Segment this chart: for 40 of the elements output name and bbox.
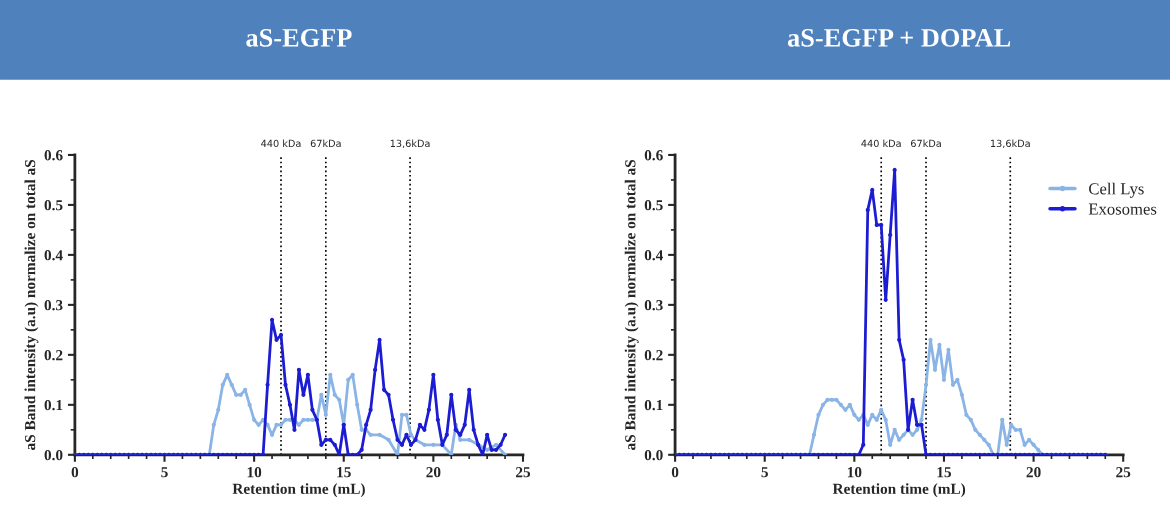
x-tick-label: 0 [671,467,679,478]
y-tick-label: 0.1 [44,399,63,411]
x-tick-label: 5 [161,467,168,478]
legend-label: Exosomes [1088,203,1157,215]
y-tick-label: 0.6 [44,150,63,161]
x-tick-label: 20 [426,467,441,478]
x-tick-label: 25 [1116,467,1131,478]
y-axis-title: aS Band intensity (a.u) normalize on total aS [24,159,39,450]
y-tick-label: 0.4 [44,250,63,261]
y-tick-label: 0.4 [644,250,663,261]
ref-line-label: 13,6kDa [990,139,1030,149]
x-tick-label: 15 [337,467,351,478]
chart-title: aS-EGFP [246,28,352,47]
x-tick-label: 10 [247,467,262,478]
y-tick-label: 0.5 [44,200,63,211]
ref-line-label: 440 kDa [861,139,901,148]
x-axis-title: Retention time (mL) [232,483,365,498]
y-tick-label: 0.0 [644,449,663,461]
y-axis-title: aS Band intensity (a.u) normalize on total aS [624,159,639,450]
y-tick-label: 0.3 [44,300,63,311]
x-tick-label: 15 [937,467,952,478]
ref-line-label: 67kDa [910,139,941,148]
x-tick-label: 20 [1026,467,1041,478]
ref-line-label: 13,6kDa [390,139,430,149]
y-tick-label: 0.2 [44,349,63,361]
legend-label: Cell Lys [1089,182,1144,198]
y-tick-label: 0.5 [644,200,663,211]
x-tick-label: 0 [71,467,79,478]
ref-line-label: 67kDa [310,139,341,148]
x-axis-title: Retention time (mL) [832,483,966,498]
x-tick-label: 25 [515,467,531,478]
y-tick-label: 0.1 [644,399,663,411]
y-tick-label: 0.0 [44,449,63,461]
y-tick-label: 0.3 [644,300,663,311]
x-tick-label: 10 [847,467,862,478]
y-tick-label: 0.2 [644,349,663,361]
chart-title: aS-EGFP + DOPAL [787,28,1011,47]
ref-line-label: 440 kDa [261,139,301,148]
y-tick-label: 0.6 [644,150,663,161]
x-tick-label: 5 [761,467,768,478]
